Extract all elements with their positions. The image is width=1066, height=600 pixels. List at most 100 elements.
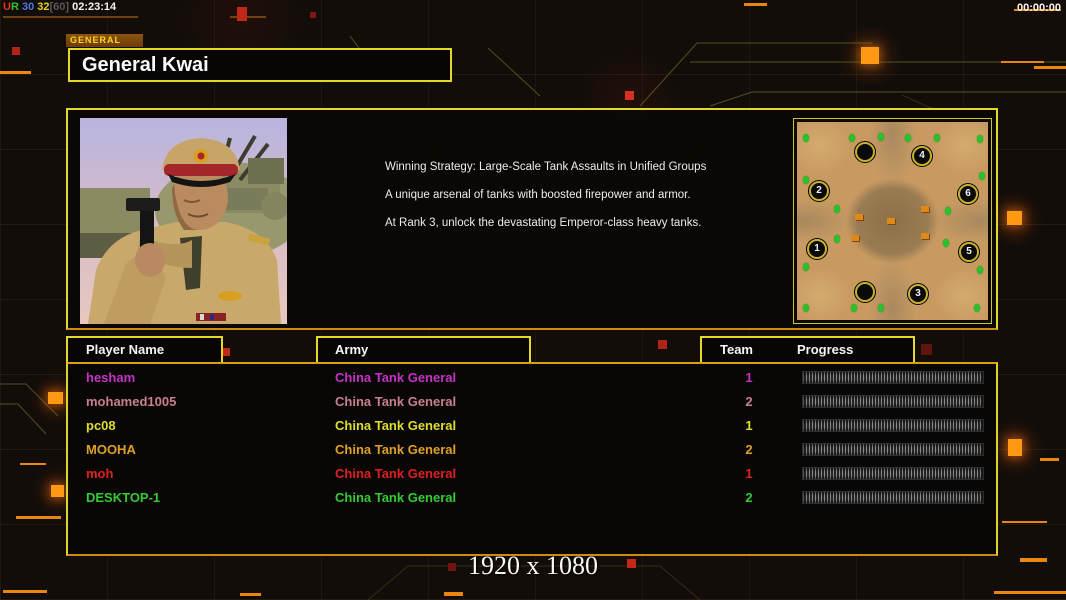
player-army: China Tank General xyxy=(335,370,457,385)
column-header-team-progress: Team Progress xyxy=(700,336,915,364)
column-header-team: Team xyxy=(720,342,753,357)
map-supply-marker xyxy=(921,233,929,239)
decor-dash xyxy=(16,516,61,519)
fps-overlay-part: U xyxy=(3,1,11,13)
decor-square xyxy=(448,563,456,571)
general-info-panel: Winning Strategy: Large-Scale Tank Assau… xyxy=(66,108,998,330)
table-row[interactable]: DESKTOP-1 China Tank General 2 xyxy=(68,486,996,510)
decor-dash xyxy=(1034,66,1066,69)
map-tech-marker xyxy=(834,205,840,213)
player-army: China Tank General xyxy=(335,394,457,409)
player-name: MOOHA xyxy=(86,442,136,457)
map-start-position-empty[interactable] xyxy=(855,142,875,162)
map-tech-marker xyxy=(878,133,884,141)
resolution-label: 1920 x 1080 xyxy=(468,551,598,580)
map-tech-marker xyxy=(943,239,949,247)
map-start-position[interactable]: 1 xyxy=(807,239,827,259)
decor-dash xyxy=(994,591,1066,594)
decor-dash xyxy=(1002,521,1047,523)
general-description: Winning Strategy: Large-Scale Tank Assau… xyxy=(385,160,707,244)
map-tech-marker xyxy=(851,304,857,312)
decor-dash xyxy=(240,593,261,596)
player-team: 2 xyxy=(745,394,753,409)
progress-bar xyxy=(802,395,984,408)
decor-square xyxy=(861,47,879,64)
column-header-player-name: Player Name xyxy=(66,336,223,364)
column-header-progress: Progress xyxy=(797,342,854,357)
progress-bar xyxy=(802,443,984,456)
fps-overlay-part: 32 xyxy=(37,1,50,13)
decor-square xyxy=(658,340,667,349)
player-team: 1 xyxy=(745,418,753,433)
decor-square xyxy=(921,344,932,355)
decor-square xyxy=(237,7,247,21)
player-name: hesham xyxy=(86,370,136,385)
decor-square xyxy=(1007,211,1022,225)
progress-bar xyxy=(802,491,984,504)
map-start-position-empty[interactable] xyxy=(855,282,875,302)
progress-bar xyxy=(802,419,984,432)
map-tech-marker xyxy=(803,263,809,271)
player-rows: hesham China Tank General 1 mohamed1005 Chin… xyxy=(68,366,996,510)
decor-square xyxy=(222,348,230,356)
decor-dash xyxy=(3,590,47,593)
decor-dash xyxy=(1020,558,1047,562)
fps-overlay-part: [60] xyxy=(49,1,73,13)
map-preview: 2 4 6 1 5 3 xyxy=(793,118,992,324)
map-supply-marker xyxy=(851,235,859,241)
table-row[interactable]: pc08 China Tank General 1 xyxy=(68,414,996,438)
decor-square xyxy=(310,12,316,18)
decor-dash xyxy=(0,71,31,74)
map-start-position[interactable]: 4 xyxy=(912,146,932,166)
decor-square xyxy=(625,91,634,100)
decor-dash xyxy=(1001,61,1044,63)
general-portrait xyxy=(80,118,287,324)
decor-square xyxy=(51,485,64,497)
general-name-box: General Kwai xyxy=(68,48,452,82)
map-supply-marker xyxy=(921,206,929,212)
map-tech-marker xyxy=(849,134,855,142)
map-tech-marker xyxy=(905,134,911,142)
match-timer: 00:00:00 xyxy=(1016,2,1061,14)
decor-dash xyxy=(20,463,46,465)
table-row[interactable]: hesham China Tank General 1 xyxy=(68,366,996,390)
progress-bar xyxy=(802,467,984,480)
decor-dash xyxy=(444,592,463,596)
player-list-panel: hesham China Tank General 1 mohamed1005 Chin… xyxy=(66,362,998,556)
fps-overlay-part: 30 xyxy=(21,1,38,13)
fps-overlay-part: R xyxy=(10,1,22,13)
fps-overlay-part: 02:23:14 xyxy=(72,1,117,13)
map-tech-marker xyxy=(834,235,840,243)
player-team: 1 xyxy=(745,466,753,481)
map-tech-marker xyxy=(977,266,983,274)
map-start-position[interactable]: 3 xyxy=(908,284,928,304)
map-tech-marker xyxy=(977,135,983,143)
player-army: China Tank General xyxy=(335,418,457,433)
map-preview-terrain: 2 4 6 1 5 3 xyxy=(797,122,988,320)
player-name: moh xyxy=(86,466,114,481)
decor-dash xyxy=(1014,9,1061,11)
table-row[interactable]: MOOHA China Tank General 2 xyxy=(68,438,996,462)
map-tech-marker xyxy=(803,304,809,312)
player-army: China Tank General xyxy=(335,442,457,457)
player-name: pc08 xyxy=(86,418,116,433)
player-army: China Tank General xyxy=(335,466,457,481)
map-supply-marker xyxy=(855,214,863,220)
description-paragraph: At Rank 3, unlock the devastating Empero… xyxy=(385,217,702,229)
player-team: 2 xyxy=(745,490,753,505)
general-name: General Kwai xyxy=(82,54,209,76)
description-paragraph: Winning Strategy: Large-Scale Tank Assau… xyxy=(385,161,707,173)
fps-overlay: UR 30 32[60] 02:23:14 xyxy=(3,1,116,13)
player-team: 1 xyxy=(745,370,753,385)
decor-square xyxy=(627,559,636,568)
progress-bar xyxy=(802,371,984,384)
map-start-position[interactable]: 2 xyxy=(809,181,829,201)
general-tab-label: GENERAL xyxy=(66,34,143,47)
table-row[interactable]: moh China Tank General 1 xyxy=(68,462,996,486)
map-start-position[interactable]: 6 xyxy=(958,184,978,204)
table-row[interactable]: mohamed1005 China Tank General 2 xyxy=(68,390,996,414)
description-paragraph: A unique arsenal of tanks with boosted f… xyxy=(385,189,691,201)
map-start-position[interactable]: 5 xyxy=(959,242,979,262)
map-tech-marker xyxy=(803,134,809,142)
